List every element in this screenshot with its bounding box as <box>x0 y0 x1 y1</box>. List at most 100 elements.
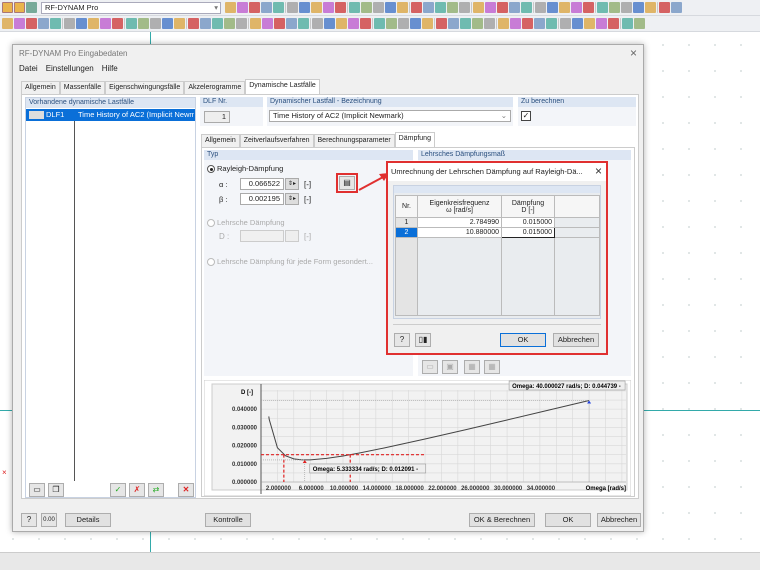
lehrsche-form-radio[interactable]: Lehrsche Dämpfung für jede Form gesonder… <box>207 257 373 267</box>
toolbar-button-icon[interactable] <box>200 18 211 29</box>
save-icon[interactable]: ▣ <box>442 360 458 374</box>
export-icon[interactable]: ▦ <box>484 360 500 374</box>
toolbar-button-icon[interactable] <box>374 18 385 29</box>
popup-cancel-button[interactable]: Abbrechen <box>553 333 599 347</box>
toolbar-button-icon[interactable] <box>398 18 409 29</box>
omega-cell[interactable]: 2.784990 <box>417 217 502 228</box>
toolbar-button-icon[interactable] <box>126 18 137 29</box>
toolbar-button-icon[interactable] <box>38 18 49 29</box>
toolbar-button-icon[interactable] <box>634 18 645 29</box>
toolbar-button-icon[interactable] <box>360 18 371 29</box>
lehrsche-radio[interactable]: Lehrsche Dämpfung <box>207 218 285 228</box>
toolbar-button-icon[interactable] <box>447 2 458 13</box>
toolbar-button-icon[interactable] <box>14 18 25 29</box>
toolbar-button-icon[interactable] <box>312 18 323 29</box>
rayleigh-radio[interactable]: Rayleigh-Dämpfung <box>207 164 283 174</box>
toolbar-button-icon[interactable] <box>659 2 670 13</box>
toolbar-button-icon[interactable] <box>397 2 408 13</box>
toolbar-button-icon[interactable] <box>262 18 273 29</box>
toolbar-button-icon[interactable] <box>621 2 632 13</box>
open-icon[interactable]: ▭ <box>422 360 438 374</box>
toolbar-button-icon[interactable] <box>546 18 557 29</box>
toolbar-button-icon[interactable] <box>436 18 447 29</box>
kontrolle-button[interactable]: Kontrolle <box>205 513 251 527</box>
toolbar-button-icon[interactable] <box>448 18 459 29</box>
delete-icon[interactable]: ✕ <box>178 483 194 497</box>
table-row[interactable]: 2 10.880000 0.015000 <box>395 227 600 238</box>
toolbar-button-icon[interactable] <box>411 2 422 13</box>
toolbar-button-icon[interactable] <box>671 2 682 13</box>
subtab-berechnungsparameter[interactable]: Berechnungsparameter <box>313 134 395 147</box>
toolbar-button-icon[interactable] <box>286 18 297 29</box>
module-icon[interactable] <box>26 2 37 13</box>
toolbar-button-icon[interactable] <box>76 18 87 29</box>
project-combo[interactable]: RF-DYNAM Pro ▾ <box>41 1 221 14</box>
toolbar-button-icon[interactable] <box>510 18 521 29</box>
cancel-button[interactable]: Abbrechen <box>597 513 641 527</box>
toolbar-button-icon[interactable] <box>472 18 483 29</box>
toolbar-button-icon[interactable] <box>385 2 396 13</box>
toolbar-button-icon[interactable] <box>261 2 272 13</box>
toolbar-button-icon[interactable] <box>50 18 61 29</box>
d-stepper[interactable] <box>285 230 299 242</box>
toolbar-button-icon[interactable] <box>274 18 285 29</box>
window-icon[interactable] <box>14 2 25 13</box>
zu-berechnen-checkbox[interactable]: ✓ <box>521 111 531 121</box>
toolbar-button-icon[interactable] <box>349 2 360 13</box>
toolbar-button-icon[interactable] <box>645 2 656 13</box>
toolbar-button-icon[interactable] <box>622 18 633 29</box>
toolbar-button-icon[interactable] <box>459 2 470 13</box>
tab-eigenschwingungsfaelle[interactable]: Eigenschwingungsfälle <box>105 81 185 94</box>
tab-dynamische-lastfaelle[interactable]: Dynamische Lastfälle <box>245 79 320 94</box>
help-icon[interactable]: ? <box>394 333 410 347</box>
omega-cell[interactable]: 10.880000 <box>417 227 502 238</box>
help-icon[interactable]: ? <box>21 513 37 527</box>
toolbar-button-icon[interactable] <box>560 18 571 29</box>
menu-hilfe[interactable]: Hilfe <box>101 64 118 73</box>
window-icon[interactable] <box>2 2 13 13</box>
new-case-icon[interactable]: ▭ <box>29 483 45 497</box>
toolbar-button-icon[interactable] <box>534 18 545 29</box>
popup-ok-button[interactable]: OK <box>500 333 546 347</box>
toolbar-button-icon[interactable] <box>162 18 173 29</box>
toolbar-button-icon[interactable] <box>386 18 397 29</box>
toolbar-button-icon[interactable] <box>311 2 322 13</box>
menu-datei[interactable]: Datei <box>19 64 38 73</box>
damping-cell[interactable]: 0.015000 <box>501 227 555 238</box>
damping-cell[interactable]: 0.015000 <box>501 217 555 228</box>
toolbar-button-icon[interactable] <box>498 18 509 29</box>
toolbar-button-icon[interactable] <box>583 2 594 13</box>
toolbar-button-icon[interactable] <box>597 2 608 13</box>
toolbar-button-icon[interactable] <box>608 18 619 29</box>
toolbar-button-icon[interactable] <box>497 2 508 13</box>
toolbar-button-icon[interactable] <box>2 18 13 29</box>
tab-akzelerogramme[interactable]: Akzelerogramme <box>184 81 246 94</box>
toolbar-button-icon[interactable] <box>323 2 334 13</box>
radio-selected[interactable] <box>207 165 215 174</box>
toolbar-button-icon[interactable] <box>596 18 607 29</box>
toolbar-button-icon[interactable] <box>485 2 496 13</box>
toolbar-button-icon[interactable] <box>250 18 261 29</box>
toolbar-button-icon[interactable] <box>410 18 421 29</box>
beta-stepper[interactable]: ⇕▸ <box>285 193 299 205</box>
toolbar-button-icon[interactable] <box>287 2 298 13</box>
subtab-daempfung[interactable]: Dämpfung <box>394 132 435 147</box>
toolbar-button-icon[interactable] <box>249 2 260 13</box>
toolbar-button-icon[interactable] <box>273 2 284 13</box>
toolbar-button-icon[interactable] <box>237 2 248 13</box>
toolbar-button-icon[interactable] <box>174 18 185 29</box>
toolbar-button-icon[interactable] <box>225 2 236 13</box>
toolbar-button-icon[interactable] <box>572 18 583 29</box>
toolbar-button-icon[interactable] <box>535 2 546 13</box>
toolbar-button-icon[interactable] <box>336 18 347 29</box>
beta-field[interactable]: 0.002195 <box>240 193 284 205</box>
invert-check-icon[interactable]: ⇄ <box>148 483 164 497</box>
list-item[interactable]: DLF1 Time History of AC2 (Implicit Newma… <box>26 109 195 121</box>
toolbar-button-icon[interactable] <box>361 2 372 13</box>
toolbar-button-icon[interactable] <box>138 18 149 29</box>
uncheck-all-icon[interactable]: ✗ <box>129 483 145 497</box>
units-icon[interactable]: 0.00 <box>41 513 57 527</box>
d-field[interactable] <box>240 230 284 242</box>
toolbar-button-icon[interactable] <box>112 18 123 29</box>
alpha-stepper[interactable]: ⇕▸ <box>285 178 299 190</box>
